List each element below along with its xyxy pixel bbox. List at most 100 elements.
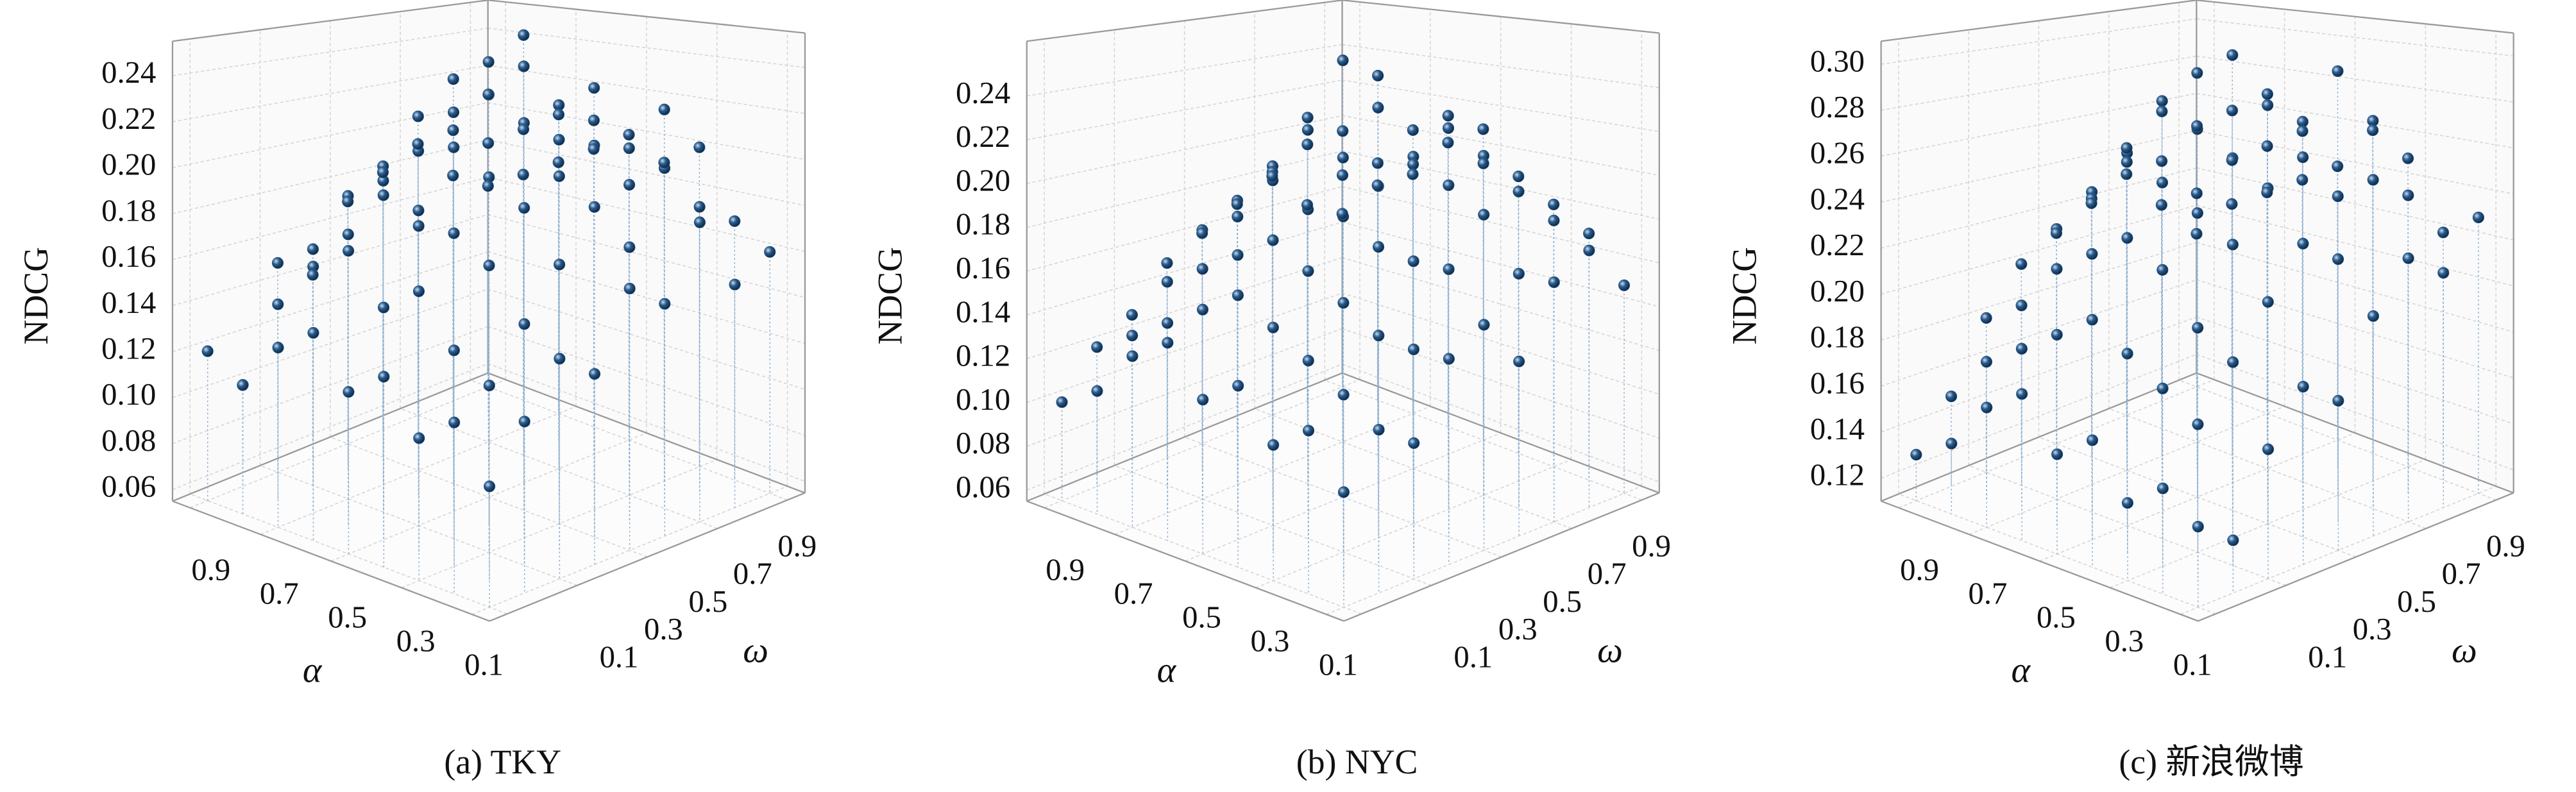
point [2121,142,2133,154]
point [1478,319,1490,331]
z-grid-line [2196,92,2514,149]
z-tick-label: 0.14 [1810,412,1865,446]
point [2086,314,2098,326]
point [377,301,390,314]
point [483,379,495,392]
point [484,480,496,493]
z-tick-label: 0.16 [956,251,1010,285]
z-grid-line [172,28,488,76]
z-grid-line [2196,55,2514,103]
point [1161,276,1173,288]
point [447,169,459,181]
point [1407,255,1419,267]
point [2190,120,2203,132]
point [1910,448,1922,461]
omega-tick-label: 0.9 [777,528,817,563]
point [1337,297,1350,309]
omega-tick-label: 0.7 [1588,557,1627,591]
point [2261,88,2274,100]
z-grid-line [2196,316,2514,425]
z-grid-line [1881,205,2197,295]
point [2015,342,2028,355]
point [1443,179,1455,191]
z-tick-label: 0.10 [956,382,1010,417]
point [1231,198,1243,210]
omega-grid-line [189,493,507,615]
point [2086,434,2099,446]
point [1197,394,1209,406]
z-grid-line [1342,44,1659,88]
point [2367,310,2380,322]
point [1126,308,1138,321]
z-grid-line [1881,55,2197,111]
omega-tick-label: 0.5 [2397,584,2436,619]
point [2085,197,2097,209]
point [1091,341,1103,353]
point [307,243,319,255]
point [1980,312,1992,324]
z-tick-label: 0.08 [101,423,156,458]
point [518,202,530,214]
point [412,138,424,150]
point [448,344,460,357]
point [1126,350,1139,362]
box-edge [489,492,806,622]
point [483,259,495,272]
point [658,156,670,169]
z-tick-label: 0.18 [956,207,1010,242]
point [1162,337,1174,349]
point [2121,348,2133,360]
point [2015,299,2028,312]
point [1513,355,1525,367]
point [1301,139,1314,151]
alpha-tick-label: 0.1 [1319,647,1358,682]
point [552,156,564,169]
point [693,141,706,153]
point [2226,239,2239,251]
point [518,60,530,72]
point [377,189,389,201]
point [1336,169,1349,181]
point [2262,443,2275,455]
z-axis-title: NDCG [871,247,910,344]
z-grid-line [1342,364,1660,483]
point [1442,110,1454,122]
point [307,326,319,339]
point [1196,263,1208,275]
point [2332,65,2344,78]
z-tick-label: 0.12 [1810,458,1865,493]
point [1301,124,1314,136]
point [2190,187,2203,199]
z-tick-label: 0.20 [956,163,1010,198]
point [377,166,389,178]
point [764,246,776,258]
point [2296,125,2309,137]
point [2332,190,2344,203]
caption: (c) 新浪微博 [2119,743,2303,781]
point [2192,322,2204,334]
point [518,29,530,41]
omega-tick-label: 0.1 [600,639,639,674]
z-tick-label: 0.26 [1810,136,1865,171]
point [554,353,566,365]
point [1161,317,1174,329]
point [1548,198,1560,210]
point [2402,189,2414,201]
point [517,169,529,181]
point [2261,186,2273,199]
point [412,205,425,217]
point [517,123,530,135]
omega-tick-label: 0.5 [688,584,727,619]
point [518,318,530,330]
point [623,282,636,295]
point [272,341,284,354]
point [658,103,670,115]
point [2226,154,2238,166]
z-tick-label: 0.18 [1810,320,1865,355]
z-grid-line [1881,279,2197,387]
z-grid-line [2196,242,2514,333]
alpha-grid-line [1185,432,1501,562]
z-tick-label: 0.20 [101,147,156,182]
point [1583,244,1595,257]
point [2156,105,2168,117]
